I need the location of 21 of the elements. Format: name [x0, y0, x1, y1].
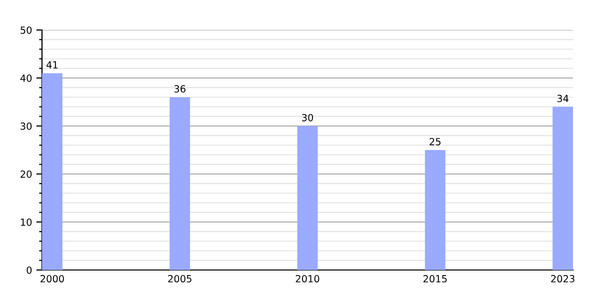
bar [297, 126, 318, 270]
data-label: 30 [302, 114, 314, 122]
x-tick-label: 2010 [296, 275, 320, 282]
y-tick-label: 10 [20, 218, 32, 226]
data-label: 25 [430, 138, 440, 146]
bar [424, 150, 446, 270]
data-label: 41 [46, 61, 58, 68]
y-tick-label: 20 [20, 170, 32, 178]
y-tick-label: 0 [26, 266, 32, 274]
data-label: 36 [174, 85, 186, 93]
bar [552, 106, 573, 270]
x-tick-label: 2000 [40, 275, 64, 282]
y-tick-label: 40 [20, 74, 32, 82]
x-tick-label: 2005 [168, 275, 192, 282]
x-tick-label: 2023 [551, 275, 574, 282]
bar [170, 97, 190, 270]
y-tick-label: 50 [20, 26, 32, 34]
bar [42, 73, 62, 270]
x-tick-label: 2015 [423, 275, 447, 282]
data-label: 34 [557, 94, 568, 102]
y-tick-label: 30 [20, 122, 32, 130]
